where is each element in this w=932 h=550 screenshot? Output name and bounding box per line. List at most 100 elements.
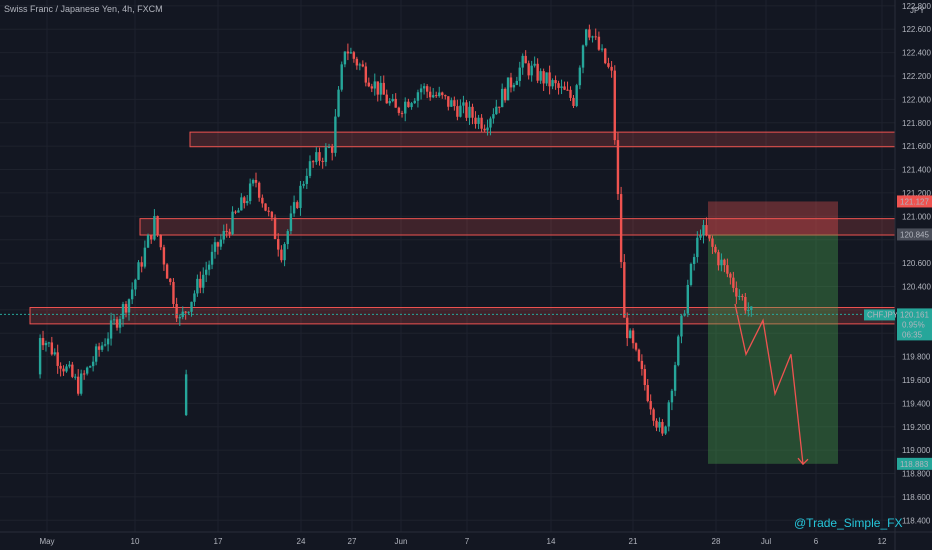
- candle-body: [234, 211, 237, 213]
- candle-body: [515, 80, 519, 85]
- candle-body: [124, 304, 128, 313]
- x-tick-label: 21: [629, 537, 638, 546]
- candle-body: [38, 338, 42, 375]
- countdown-text: 06:35: [902, 330, 923, 339]
- candles: [38, 24, 753, 436]
- candle-body: [207, 264, 211, 270]
- candle-body: [331, 147, 334, 153]
- candle-body: [109, 320, 113, 339]
- resistance-zone-upper: [189, 131, 896, 148]
- candle-body: [349, 52, 353, 54]
- candle-body: [600, 48, 604, 50]
- candle-body: [503, 88, 507, 101]
- candle-body: [404, 101, 407, 114]
- candle-body: [735, 287, 738, 297]
- candle-body: [165, 264, 169, 279]
- candle-body: [358, 64, 362, 66]
- candle-body: [664, 426, 667, 434]
- candle-body: [184, 374, 188, 416]
- candle-body: [649, 401, 652, 410]
- y-tick-label: 121.200: [902, 189, 931, 198]
- candle-body: [551, 80, 554, 87]
- candle-body: [159, 234, 162, 248]
- candle-body: [428, 91, 432, 98]
- candle-body: [438, 92, 441, 97]
- candle-body: [619, 194, 623, 263]
- candle-body: [337, 89, 340, 117]
- candle-body: [251, 179, 255, 184]
- candle-body: [150, 234, 153, 240]
- candle-body: [699, 235, 702, 238]
- candle-body: [289, 213, 293, 232]
- candle-body: [637, 349, 641, 361]
- candle-body: [492, 114, 495, 119]
- y-tick-label: 119.200: [902, 423, 931, 432]
- candle-body: [56, 352, 59, 366]
- candle-body: [613, 70, 616, 141]
- x-tick-label: Jun: [395, 537, 408, 546]
- y-tick-label: 122.200: [902, 72, 931, 81]
- candle-body: [607, 63, 610, 67]
- candle-body: [459, 105, 462, 117]
- short-position-tool[interactable]: [708, 201, 838, 464]
- candle-body: [121, 304, 125, 319]
- candle-body: [509, 77, 513, 88]
- candle-body: [652, 409, 655, 421]
- x-tick-label: 6: [814, 537, 819, 546]
- candle-body: [352, 52, 356, 59]
- candle-body: [196, 278, 199, 294]
- price-axis[interactable]: 118.400 118.600 118.800 119.000 119.200 119.4…: [894, 0, 931, 550]
- x-tick-label: 24: [297, 537, 306, 546]
- candle-body: [370, 86, 373, 89]
- price-badge: [897, 228, 932, 241]
- candle-body: [199, 278, 202, 288]
- candle-body: [554, 80, 557, 84]
- current-price-badge: [897, 308, 932, 341]
- candle-body: [243, 197, 246, 204]
- candle-body: [65, 366, 68, 372]
- candle-body: [280, 249, 283, 261]
- candle-body: [539, 71, 542, 81]
- candle-body: [100, 345, 104, 350]
- y-tick-label: 122.400: [902, 49, 931, 58]
- candle-body: [667, 402, 670, 427]
- candle-body: [435, 95, 438, 97]
- watermark: @Trade_Simple_FX: [794, 516, 903, 530]
- candle-body: [524, 55, 527, 64]
- candle-body: [738, 295, 741, 297]
- candle-body: [146, 234, 150, 248]
- candle-body: [616, 140, 620, 195]
- candle-body: [346, 51, 350, 54]
- candle-body: [578, 67, 582, 86]
- candle-body: [361, 64, 365, 67]
- candle-body: [397, 107, 401, 113]
- candle-body: [94, 346, 98, 362]
- candle-body: [500, 88, 504, 108]
- candle-body: [407, 101, 410, 108]
- candle-body: [634, 343, 638, 350]
- candle-body: [670, 390, 674, 403]
- candle-body: [376, 81, 379, 95]
- y-tick-label: 121.600: [902, 142, 931, 151]
- candle-body: [204, 269, 208, 275]
- projection-path: [734, 303, 804, 465]
- time-axis[interactable]: May 10 17 24 27 Jun 7 14 21 28 Jul 6 12: [0, 531, 932, 546]
- candle-body: [228, 231, 231, 235]
- candle-body: [726, 265, 729, 274]
- take-profit-area: [708, 234, 838, 464]
- candle-body: [74, 376, 77, 378]
- candle-body: [581, 45, 585, 68]
- candle-body: [130, 289, 134, 300]
- candle-body: [477, 117, 480, 124]
- candle-body: [604, 48, 607, 64]
- candle-body: [315, 152, 318, 163]
- candle-body: [486, 127, 489, 131]
- candle-body: [68, 364, 71, 367]
- candle-body: [400, 112, 404, 114]
- candle-body: [597, 36, 601, 50]
- candle-body: [343, 51, 347, 65]
- candle-body: [379, 82, 382, 95]
- candle-body: [658, 421, 661, 428]
- candle-body: [628, 330, 632, 339]
